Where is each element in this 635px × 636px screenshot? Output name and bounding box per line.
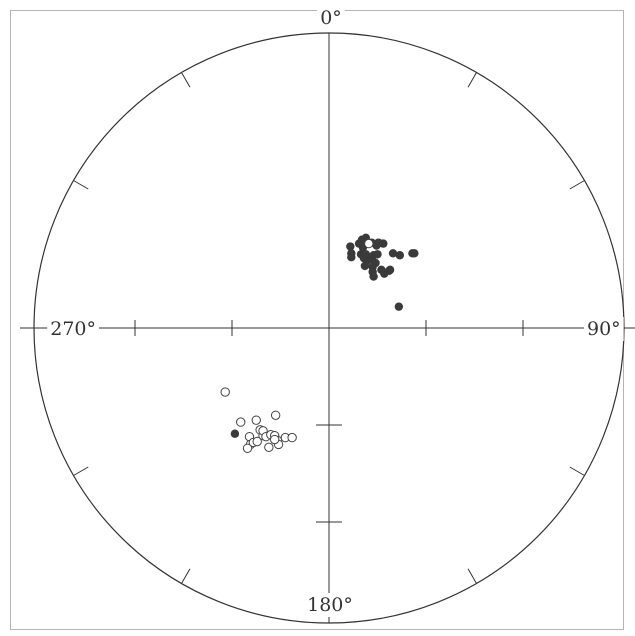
filled-point	[394, 302, 404, 311]
data-points	[220, 233, 419, 453]
filled-point	[388, 249, 398, 258]
open-point	[220, 387, 230, 397]
open-point	[270, 410, 281, 420]
rim-tick	[73, 180, 89, 190]
label-west: 270°	[50, 318, 96, 340]
open-point	[264, 442, 274, 453]
filled-point	[385, 265, 395, 274]
rim-ticks	[73, 72, 585, 584]
label-east: 90°	[587, 318, 621, 340]
filled-point	[379, 239, 388, 248]
filled-point	[361, 250, 371, 259]
open-point	[242, 443, 253, 453]
filled-point	[395, 251, 405, 260]
rim-tick	[569, 466, 585, 476]
label-north: 0°	[320, 7, 342, 29]
label-south: 180°	[307, 594, 353, 616]
filled-point	[346, 242, 355, 251]
filled-point	[410, 249, 419, 258]
filled-point	[230, 429, 240, 438]
direction-labels: 0° 90° 180° 270°	[47, 6, 624, 617]
open-point	[252, 436, 262, 447]
open-point	[269, 434, 280, 445]
rim-tick	[181, 72, 191, 88]
rim-tick	[73, 466, 89, 476]
filled-point	[373, 250, 382, 259]
filled-point	[369, 272, 378, 281]
open-point	[251, 415, 261, 425]
stereonet-grid	[20, 32, 635, 624]
open-point	[364, 238, 374, 249]
filled-point	[371, 258, 380, 268]
rim-tick	[467, 72, 477, 88]
rim-tick	[467, 568, 477, 584]
rim-tick	[181, 568, 191, 584]
rim-tick	[569, 180, 585, 190]
filled-point	[347, 252, 356, 262]
axis-ticks	[20, 320, 635, 523]
open-point	[236, 417, 246, 427]
open-point	[287, 432, 297, 443]
